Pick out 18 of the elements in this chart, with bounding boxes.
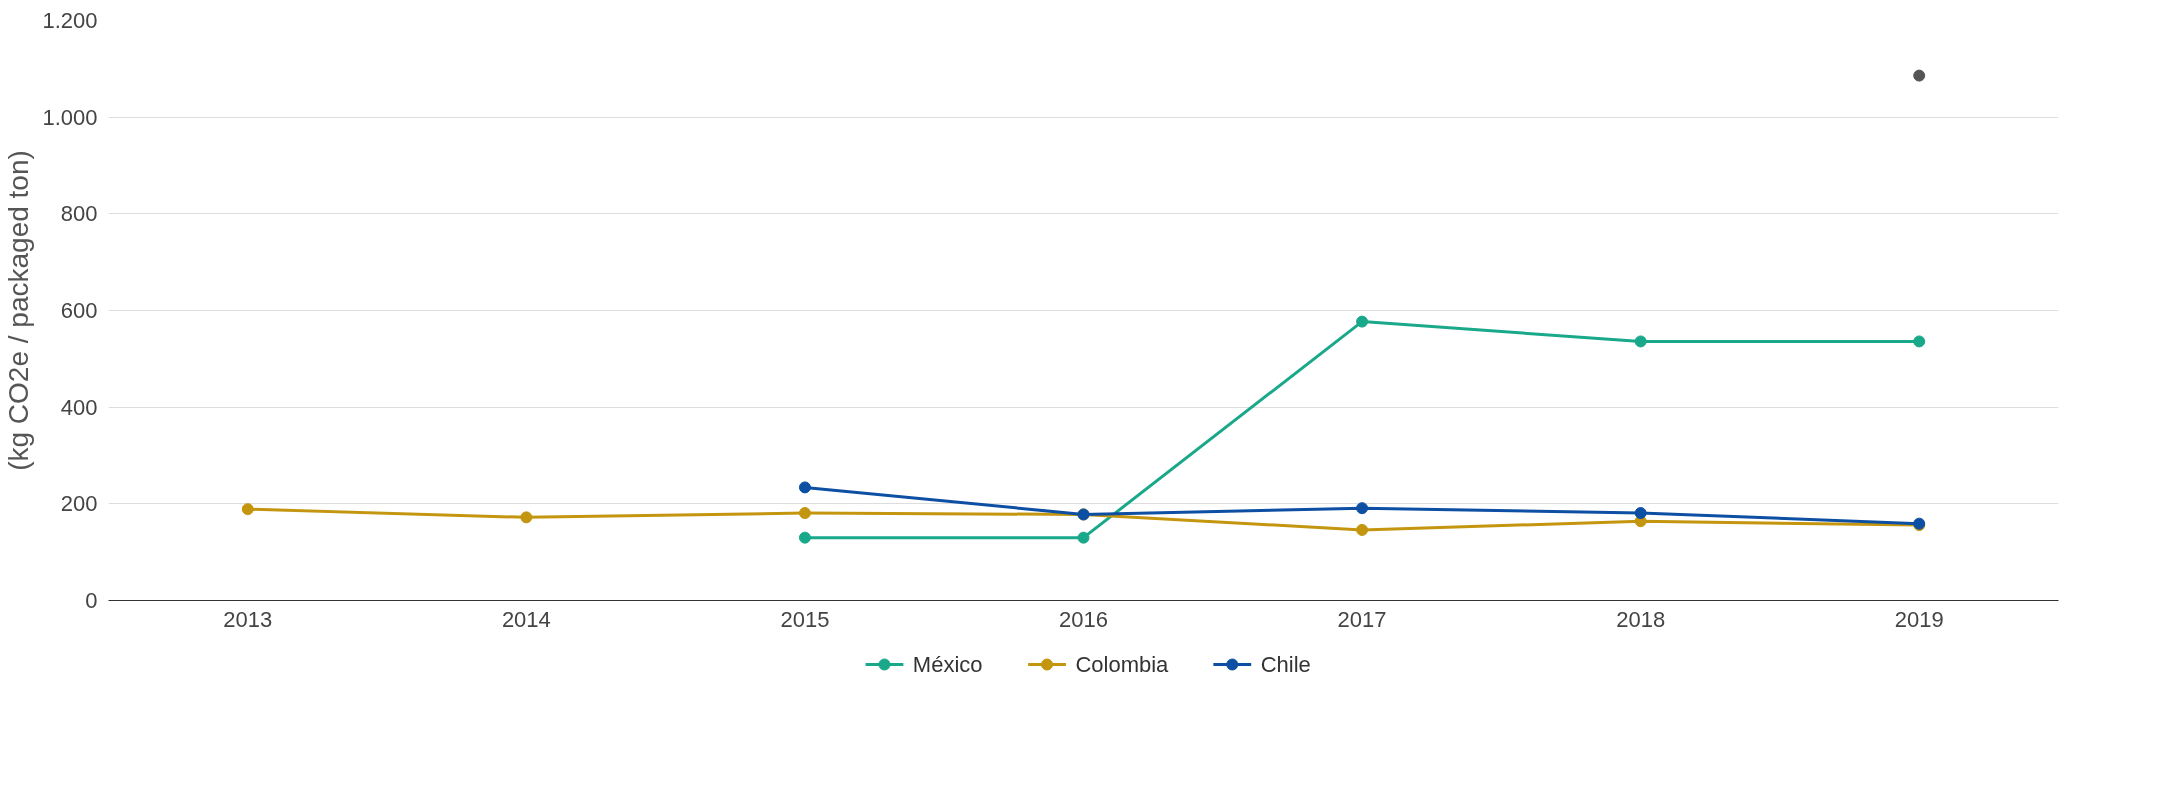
y-tick-label: 1.000 [42,104,98,130]
y-tick-label: 1.200 [42,8,98,33]
x-tick-label: 2017 [1337,606,1387,632]
x-tick-label: 2019 [1894,606,1944,632]
y-tick-label: 400 [60,394,98,420]
legend-label: México [912,652,983,677]
legend-label: Colombia [1075,652,1170,677]
x-tick-label: 2015 [780,606,830,632]
legend-label: Chile [1260,652,1311,677]
y-tick-label: 800 [60,201,98,227]
x-tick-label: 2016 [1059,606,1108,632]
y-tick-label: 600 [60,298,98,323]
y-axis-title: (kg CO2e / packaged ton) [3,150,35,471]
x-tick-label: 2018 [1616,606,1666,632]
y-tick-label: 0 [85,588,98,613]
x-tick-label: 2013 [223,606,273,632]
y-tick-label: 200 [60,491,98,517]
x-tick-label: 2014 [501,606,551,632]
